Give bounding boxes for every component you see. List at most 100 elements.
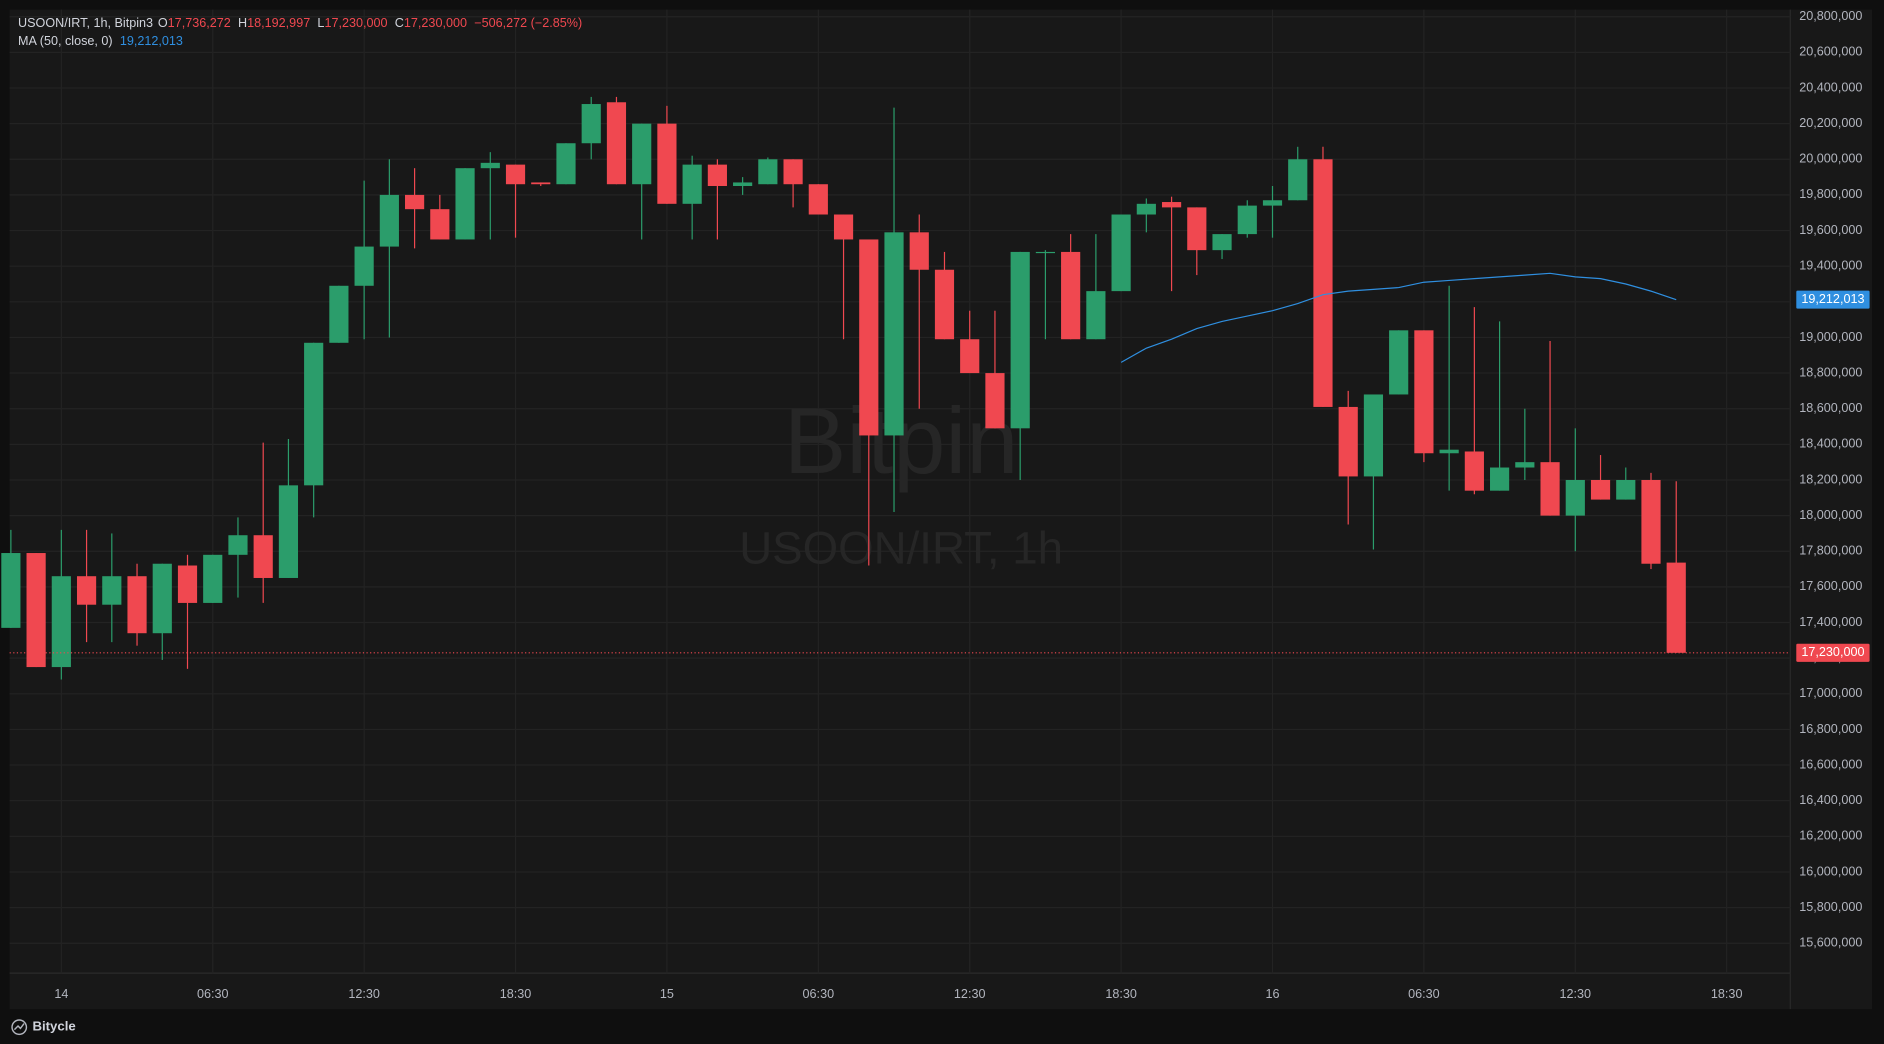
candle-body: [228, 535, 248, 555]
y-tick-label: 17,600,000: [1799, 579, 1862, 593]
candle-body: [1666, 562, 1686, 653]
candle-body: [76, 576, 97, 605]
ma-value: 19,212,013: [120, 34, 183, 48]
candle-body: [934, 269, 955, 340]
y-tick-label: 16,600,000: [1799, 757, 1862, 771]
y-tick-label: 20,000,000: [1799, 152, 1862, 166]
y-tick-label: 17,400,000: [1799, 615, 1862, 629]
candle-body: [783, 159, 803, 185]
candle-body: [632, 123, 652, 185]
x-tick-label: 06:30: [1408, 987, 1440, 1001]
axes: 15,600,000 15,800,000 16,000,000 16,200,000…: [54, 9, 1870, 1001]
candle-body: [1389, 330, 1409, 395]
candle-body: [657, 123, 677, 204]
candle-body: [1363, 394, 1384, 477]
ohlc-value: 17,230,000: [324, 16, 387, 30]
candle-body: [26, 553, 46, 668]
x-tick-label: 12:30: [954, 987, 986, 1001]
candle-body: [1590, 479, 1611, 500]
y-tick-label: 19,400,000: [1799, 259, 1862, 273]
candle-body: [1439, 449, 1459, 454]
candle-body: [304, 342, 324, 486]
y-tick-label: 20,600,000: [1799, 45, 1862, 59]
candle-body: [1515, 462, 1535, 468]
ohlc-key: C: [395, 16, 404, 30]
y-tick-label: 18,600,000: [1799, 401, 1862, 415]
candle-body: [531, 182, 551, 185]
ohlc-key: O: [158, 16, 168, 30]
y-tick-label: 19,800,000: [1799, 187, 1862, 201]
ma-line: [1120, 272, 1677, 363]
ohlc-value: 18,192,997: [247, 16, 310, 30]
candle-body: [556, 143, 576, 185]
candle-body: [833, 214, 854, 240]
candle-body: [1212, 234, 1232, 251]
candle-body: [707, 164, 727, 187]
y-tick-label: 19,600,000: [1799, 223, 1862, 237]
x-tick-label: 16: [1265, 987, 1279, 1001]
x-tick-label: 06:30: [197, 987, 229, 1001]
x-tick-label: 18:30: [1105, 987, 1137, 1001]
candle-body: [405, 194, 425, 210]
candle-body: [1187, 207, 1207, 251]
candle-body: [51, 576, 71, 668]
y-tick-label: 20,400,000: [1799, 80, 1862, 94]
y-tick-label: 16,400,000: [1799, 793, 1862, 807]
candle-body: [682, 164, 702, 204]
candle-body: [1161, 202, 1182, 208]
y-tick-label: 19,000,000: [1799, 330, 1862, 344]
candle-body: [1237, 205, 1257, 235]
candle-body: [985, 373, 1005, 429]
candle-body: [1464, 451, 1484, 491]
last-price-label: 17,230,000: [1801, 645, 1864, 659]
candle-body: [203, 554, 223, 603]
candle-body: [127, 576, 147, 634]
chart-panel: [9, 9, 1872, 1010]
candle-body: [152, 563, 172, 634]
y-tick-label: 18,800,000: [1799, 365, 1862, 379]
ohlc-value: 17,736,272: [168, 16, 231, 30]
candle-body: [1136, 203, 1156, 215]
candle-body: [581, 104, 601, 144]
candle-body: [1338, 406, 1358, 477]
candle-body: [1414, 330, 1434, 454]
candle-body: [1616, 479, 1636, 500]
y-tick-label: 15,800,000: [1799, 900, 1862, 914]
x-tick-label: 14: [54, 987, 68, 1001]
brand-logo: [11, 1019, 28, 1036]
candle-body: [909, 232, 929, 270]
candle-body: [1010, 251, 1030, 429]
candle-body: [1262, 200, 1283, 206]
candle-body: [733, 182, 753, 187]
x-tick-label: 15: [660, 987, 674, 1001]
candle-body: [606, 102, 627, 185]
candle-body: [1086, 291, 1106, 340]
y-tick-label: 20,800,000: [1799, 9, 1862, 23]
y-tick-label: 18,400,000: [1799, 437, 1862, 451]
candle-body: [1111, 214, 1131, 292]
candle-body: [354, 246, 374, 286]
candle-body: [278, 485, 299, 578]
candle-body: [1540, 462, 1560, 516]
candle-body: [329, 285, 349, 343]
candle-body: [1035, 251, 1056, 254]
candle-body: [430, 209, 450, 240]
x-tick-label: 18:30: [1711, 987, 1743, 1001]
x-tick-label: 12:30: [1560, 987, 1592, 1001]
candle-body: [253, 535, 273, 578]
ma-price-box: [1796, 290, 1870, 309]
legend-ohlc: USOON/IRT, 1h, Bitpin3 O17,736,272 H18,192…: [18, 16, 582, 30]
brand[interactable]: Bitycle: [32, 1019, 75, 1034]
y-tick-label: 16,000,000: [1799, 864, 1862, 878]
x-tick-label: 06:30: [803, 987, 835, 1001]
ohlc-key: L: [317, 16, 324, 30]
y-tick-label: 17,000,000: [1799, 686, 1862, 700]
candle-body: [1313, 159, 1333, 407]
candle-body: [102, 576, 122, 605]
y-tick-label: 18,200,000: [1799, 472, 1862, 486]
candle-body: [1565, 479, 1585, 516]
candle-body: [1490, 467, 1510, 491]
candle-body: [808, 184, 828, 215]
